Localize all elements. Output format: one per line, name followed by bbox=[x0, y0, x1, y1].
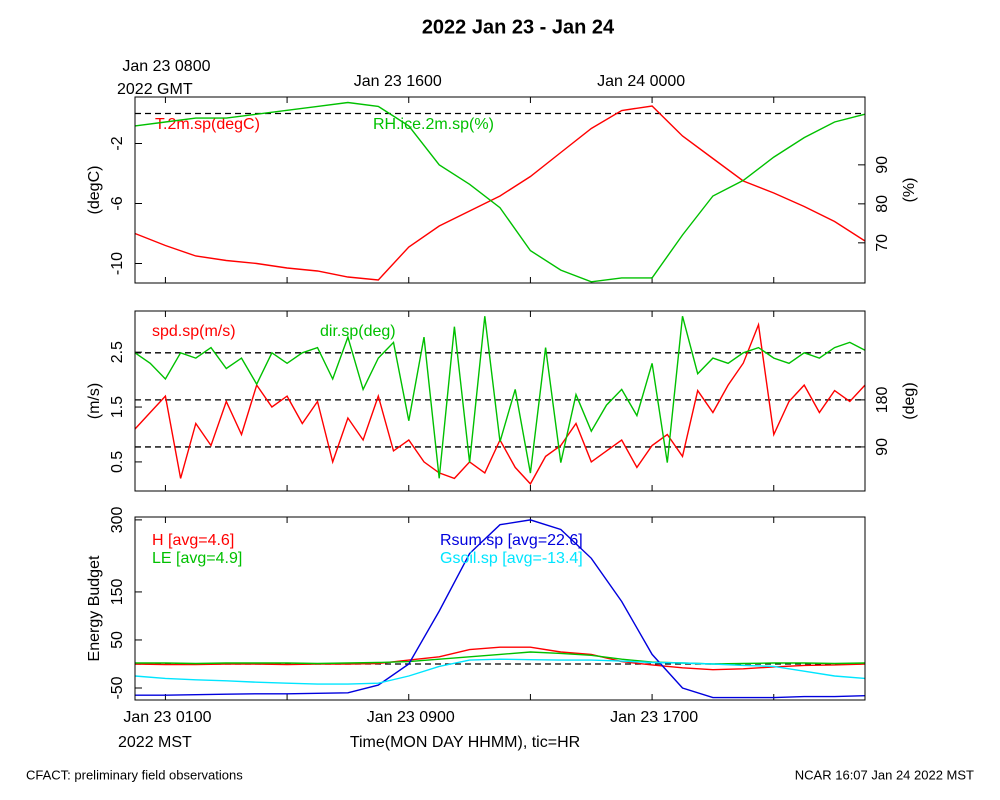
plot-frame bbox=[134, 310, 866, 492]
y2-tick-label: 70 bbox=[874, 234, 891, 252]
series-line bbox=[135, 519, 866, 699]
legend-label: H [avg=4.6] bbox=[152, 532, 234, 549]
series-line bbox=[134, 101, 866, 283]
series-line bbox=[134, 646, 866, 671]
legend-label: Gsoil.sp [avg=-13.4] bbox=[440, 550, 583, 567]
y-tick-label: 150 bbox=[109, 578, 126, 605]
top-x-tick-label: Jan 24 0000 bbox=[597, 73, 685, 90]
y-tick-label: -6 bbox=[109, 196, 126, 210]
y-axis-title: (m/s) bbox=[86, 383, 103, 419]
y2-tick-label: 90 bbox=[874, 156, 891, 174]
x-tick-label: Jan 23 0100 bbox=[123, 709, 211, 726]
top-x-tick-label: Jan 23 1600 bbox=[354, 73, 442, 90]
top-zone-label: 2022 GMT bbox=[117, 81, 193, 98]
legend-label: RH.ice.2m.sp(%) bbox=[373, 116, 494, 133]
bottom-zone-label: 2022 MST bbox=[118, 734, 192, 751]
series-line bbox=[134, 658, 866, 685]
legend-label: spd.sp(m/s) bbox=[152, 323, 236, 340]
y-tick-label: -2 bbox=[109, 136, 126, 150]
y2-tick-label: 90 bbox=[874, 438, 891, 456]
plot-frame bbox=[134, 516, 866, 701]
x-tick-label: Jan 23 0900 bbox=[367, 709, 455, 726]
y2-tick-label: 180 bbox=[874, 386, 891, 413]
footer: NCAR 16:07 Jan 24 2022 MST bbox=[795, 767, 974, 782]
legend-label: dir.sp(deg) bbox=[320, 323, 396, 340]
legend-label: LE [avg=4.9] bbox=[152, 550, 242, 567]
y2-axis-title: (%) bbox=[901, 178, 918, 203]
y-tick-label: 1.5 bbox=[109, 396, 126, 418]
legend-label: Rsum.sp [avg=22.6] bbox=[440, 532, 583, 549]
series-line bbox=[134, 316, 866, 479]
plot-frame bbox=[134, 96, 866, 284]
y-tick-label: -50 bbox=[109, 676, 126, 699]
y-axis-title: Energy Budget bbox=[86, 555, 103, 661]
y-tick-label: 0.5 bbox=[109, 451, 126, 473]
chart-title: 2022 Jan 23 - Jan 24 bbox=[422, 16, 615, 38]
y-tick-label: -10 bbox=[109, 252, 126, 275]
x-tick-label: Jan 23 1700 bbox=[610, 709, 698, 726]
x-axis-title: Time(MON DAY HHMM), tic=HR bbox=[350, 734, 580, 751]
footer: CFACT: preliminary field observations bbox=[26, 767, 243, 782]
y2-tick-label: 80 bbox=[874, 195, 891, 213]
y-tick-label: 2.5 bbox=[109, 341, 126, 363]
top-x-tick-label: Jan 23 0800 bbox=[122, 58, 210, 75]
y-tick-label: 300 bbox=[109, 506, 126, 533]
y-axis-title: (degC) bbox=[86, 166, 103, 215]
y2-axis-title: (deg) bbox=[901, 382, 918, 419]
series-line bbox=[135, 651, 866, 665]
y-tick-label: 50 bbox=[109, 631, 126, 649]
